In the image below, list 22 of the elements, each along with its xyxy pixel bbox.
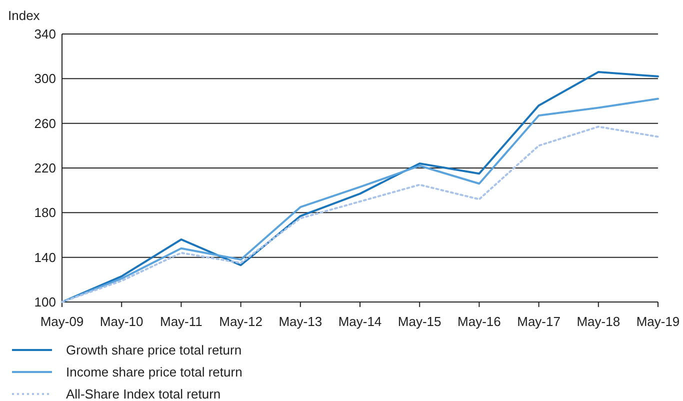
x-tick-label: May-12 <box>219 314 262 329</box>
x-tick-label: May-15 <box>398 314 442 329</box>
legend-label: All-Share Index total return <box>66 386 221 401</box>
x-tick-label: May-13 <box>278 314 322 329</box>
y-axis-title: Index <box>8 8 40 23</box>
y-tick-label: 100 <box>34 294 56 310</box>
x-tick-label: May-19 <box>636 314 680 329</box>
x-tick-label: May-18 <box>576 314 620 329</box>
legend-label: Growth share price total return <box>66 342 242 358</box>
y-tick-label: 220 <box>34 160 56 176</box>
y-tick-label: 340 <box>34 26 56 42</box>
x-tick-label: May-14 <box>338 314 382 329</box>
x-tick-label: May-10 <box>100 314 144 329</box>
x-tick-label: May-11 <box>160 314 202 329</box>
y-tick-label: 300 <box>34 71 56 86</box>
x-tick-label: May-09 <box>40 314 84 329</box>
x-tick-label: May-17 <box>517 314 560 329</box>
y-tick-label: 140 <box>34 250 56 265</box>
legend-label: Income share price total return <box>66 364 242 380</box>
y-tick-label: 180 <box>34 205 56 220</box>
y-tick-label: 260 <box>34 116 56 131</box>
x-tick-label: May-16 <box>458 314 501 329</box>
